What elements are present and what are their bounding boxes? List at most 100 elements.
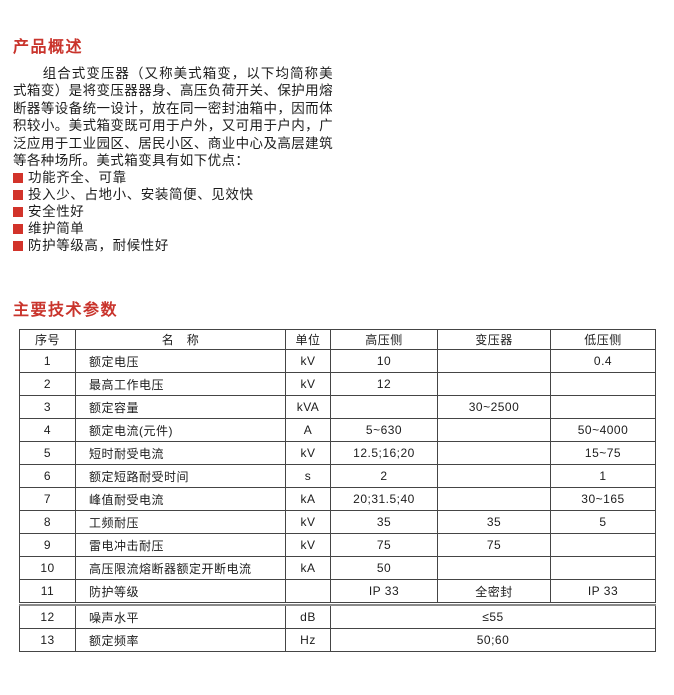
cell-no: 11 (19, 579, 76, 604)
cell-tx (437, 372, 551, 397)
table-row: 9 雷电冲击耐压 kV 75 75 (19, 533, 656, 558)
feature-item: 安全性好 (13, 203, 335, 220)
cell-lv: IP 33 (550, 579, 656, 604)
cell-hv (330, 395, 438, 420)
bullet-square-icon (13, 172, 23, 183)
cell-unit (285, 579, 331, 604)
cell-name: 最高工作电压 (75, 372, 286, 397)
col-header-name: 名 称 (75, 329, 286, 351)
cell-lv (550, 533, 656, 558)
cell-hv: 75 (330, 533, 438, 558)
cell-name: 短时耐受电流 (75, 441, 286, 466)
feature-label: 维护简单 (28, 221, 85, 237)
feature-list: 功能齐全、可靠 投入少、占地小、安装简便、见效快 安全性好 维护简单 防护等级高… (13, 169, 335, 254)
table-row: 1 额定电压 kV 10 0.4 (19, 349, 656, 374)
table-row: 11 防护等级 IP 33 全密封 IP 33 (19, 579, 656, 604)
cell-tx (437, 556, 551, 581)
cell-no: 4 (19, 418, 76, 443)
cell-hv: 12 (330, 372, 438, 397)
cell-unit: A (285, 418, 331, 443)
cell-tx (437, 487, 551, 512)
bullet-square-icon (13, 189, 23, 200)
cell-unit: kV (285, 372, 331, 397)
cell-tx: 全密封 (437, 579, 551, 604)
feature-item: 功能齐全、可靠 (13, 169, 335, 186)
cell-name: 噪声水平 (75, 604, 286, 630)
cell-merged-value: ≤55 (330, 604, 656, 630)
cell-no: 3 (19, 395, 76, 420)
col-header-unit: 单位 (285, 329, 331, 351)
cell-name: 峰值耐受电流 (75, 487, 286, 512)
cell-hv: 10 (330, 349, 438, 374)
cell-lv: 0.4 (550, 349, 656, 374)
col-header-lv: 低压侧 (550, 329, 656, 351)
cell-name: 额定容量 (75, 395, 286, 420)
bullet-square-icon (13, 206, 23, 217)
cell-no: 6 (19, 464, 76, 489)
cell-merged-value: 50;60 (330, 628, 656, 653)
cell-tx (437, 418, 551, 443)
table-row: 3 额定容量 kVA 30~2500 (19, 395, 656, 420)
cell-lv: 30~165 (550, 487, 656, 512)
cell-no: 2 (19, 372, 76, 397)
cell-lv: 15~75 (550, 441, 656, 466)
feature-item: 维护简单 (13, 220, 335, 237)
cell-name: 额定频率 (75, 628, 286, 653)
overview-title: 产品概述 (13, 39, 84, 56)
cell-unit: s (285, 464, 331, 489)
table-row: 5 短时耐受电流 kV 12.5;16;20 15~75 (19, 441, 656, 466)
cell-tx: 75 (437, 533, 551, 558)
cell-no: 8 (19, 510, 76, 535)
table-row: 7 峰值耐受电流 kA 20;31.5;40 30~165 (19, 487, 656, 512)
cell-unit: kA (285, 487, 331, 512)
cell-no: 9 (19, 533, 76, 558)
cell-name: 工频耐压 (75, 510, 286, 535)
feature-label: 防护等级高，耐候性好 (28, 238, 169, 254)
cell-unit: kV (285, 533, 331, 558)
cell-tx: 30~2500 (437, 395, 551, 420)
cell-unit: kV (285, 510, 331, 535)
table-row: 10 高压限流熔断器额定开断电流 kA 50 (19, 556, 656, 581)
cell-name: 高压限流熔断器额定开断电流 (75, 556, 286, 581)
cell-no: 10 (19, 556, 76, 581)
cell-name: 额定短路耐受时间 (75, 464, 286, 489)
parameters-table-upper: 序号 名 称 单位 高压侧 变压器 低压侧 1 额定电压 kV 10 0.4 2… (19, 329, 656, 604)
table-row: 2 最高工作电压 kV 12 (19, 372, 656, 397)
cell-name: 防护等级 (75, 579, 286, 604)
col-header-hv: 高压侧 (330, 329, 438, 351)
cell-hv: 12.5;16;20 (330, 441, 438, 466)
cell-name: 额定电流(元件) (75, 418, 286, 443)
cell-hv: 50 (330, 556, 438, 581)
feature-label: 投入少、占地小、安装简便、见效快 (28, 187, 254, 203)
cell-no: 7 (19, 487, 76, 512)
cell-no: 1 (19, 349, 76, 374)
bullet-square-icon (13, 223, 23, 234)
page-root: 产品概述 组合式变压器（又称美式箱变，以下均简称美式箱变）是将变压器器身、高压负… (13, 39, 656, 653)
table-row: 12 噪声水平 dB ≤55 (19, 604, 656, 630)
cell-hv: 35 (330, 510, 438, 535)
cell-unit: dB (285, 604, 331, 630)
cell-hv: 2 (330, 464, 438, 489)
cell-tx (437, 464, 551, 489)
cell-hv: 5~630 (330, 418, 438, 443)
cell-hv: IP 33 (330, 579, 438, 604)
feature-item: 投入少、占地小、安装简便、见效快 (13, 186, 335, 203)
cell-unit: kVA (285, 395, 331, 420)
cell-lv (550, 372, 656, 397)
feature-label: 安全性好 (28, 204, 85, 220)
cell-no: 5 (19, 441, 76, 466)
cell-name: 额定电压 (75, 349, 286, 374)
table-row: 4 额定电流(元件) A 5~630 50~4000 (19, 418, 656, 443)
feature-item: 防护等级高，耐候性好 (13, 237, 335, 254)
table-row: 6 额定短路耐受时间 s 2 1 (19, 464, 656, 489)
cell-unit: kV (285, 441, 331, 466)
cell-no: 13 (19, 628, 76, 653)
parameters-table-lower: 12 噪声水平 dB ≤55 13 额定频率 Hz 50;60 (19, 604, 656, 653)
table-row: 13 额定频率 Hz 50;60 (19, 628, 656, 653)
bullet-square-icon (13, 240, 23, 251)
cell-lv: 50~4000 (550, 418, 656, 443)
cell-tx: 35 (437, 510, 551, 535)
cell-unit: kV (285, 349, 331, 374)
table-header-row: 序号 名 称 单位 高压侧 变压器 低压侧 (19, 329, 656, 351)
cell-lv: 1 (550, 464, 656, 489)
